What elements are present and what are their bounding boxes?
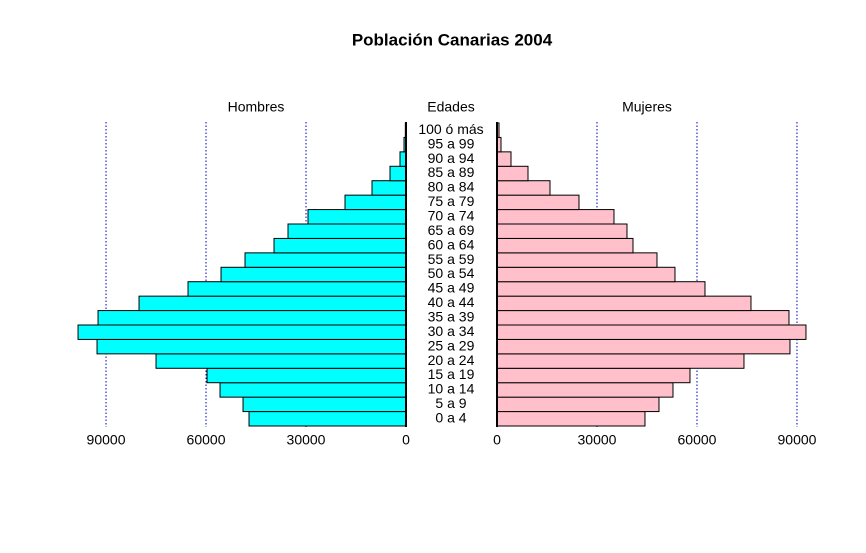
bar	[496, 382, 674, 398]
bar	[287, 223, 407, 239]
bar	[496, 396, 660, 413]
bar	[219, 382, 407, 398]
bar	[248, 411, 407, 427]
category-label: 90 a 94	[428, 150, 475, 166]
category-label: 80 a 84	[428, 179, 475, 195]
bar	[496, 209, 615, 225]
bar	[96, 338, 407, 355]
category-label: 100 ó más	[418, 121, 483, 137]
x-tick-label: 90000	[778, 432, 817, 448]
bar	[97, 310, 407, 326]
bar	[206, 367, 407, 384]
chart-title: Población Canarias 2004	[352, 30, 553, 49]
bar	[187, 281, 407, 297]
x-tick-label: 0	[493, 432, 501, 448]
bar	[496, 180, 551, 196]
category-label: 75 a 79	[428, 193, 475, 209]
bar	[496, 223, 628, 239]
category-label: 65 a 69	[428, 222, 475, 238]
category-label: 15 a 19	[428, 366, 475, 382]
bar	[273, 237, 407, 254]
bar	[496, 252, 658, 268]
panel-label: Mujeres	[622, 99, 672, 115]
bar	[496, 324, 807, 340]
category-label: 40 a 44	[428, 294, 475, 310]
bar	[344, 194, 407, 211]
category-label: 45 a 49	[428, 280, 475, 296]
x-tick-label: 60000	[187, 432, 226, 448]
category-label: 55 a 59	[428, 251, 475, 267]
panel-label: Hombres	[228, 99, 285, 115]
bar	[244, 252, 407, 268]
bar	[77, 324, 407, 340]
category-label: 10 a 14	[428, 381, 475, 397]
bar	[155, 353, 407, 369]
bar	[242, 396, 407, 413]
category-label: 20 a 24	[428, 352, 475, 368]
bar	[496, 295, 752, 312]
bar	[496, 338, 791, 355]
category-label: 70 a 74	[428, 207, 475, 223]
bar	[496, 353, 745, 369]
bar	[307, 209, 407, 225]
x-tick-label: 90000	[87, 432, 126, 448]
bar	[496, 310, 790, 326]
bar	[496, 194, 580, 211]
x-tick-label: 30000	[578, 432, 617, 448]
category-label: 60 a 64	[428, 236, 475, 252]
category-label: 30 a 34	[428, 323, 475, 339]
center-label: Edades	[427, 99, 474, 115]
bar	[138, 295, 407, 312]
bar	[496, 367, 691, 384]
x-tick-label: 30000	[287, 432, 326, 448]
category-label: 95 a 99	[428, 135, 475, 151]
category-label: 50 a 54	[428, 265, 475, 281]
bar	[389, 165, 407, 182]
category-label: 25 a 29	[428, 337, 475, 353]
bar	[496, 151, 512, 167]
x-tick-label: 0	[402, 432, 410, 448]
x-tick-label: 60000	[678, 432, 717, 448]
bar	[496, 411, 646, 427]
bar	[496, 165, 529, 182]
bar	[496, 281, 706, 297]
bar	[496, 266, 676, 283]
bar	[371, 180, 407, 196]
category-label: 85 a 89	[428, 164, 475, 180]
category-label: 35 a 39	[428, 308, 475, 324]
category-label: 5 a 9	[435, 395, 466, 411]
bar	[496, 237, 634, 254]
bar	[220, 266, 407, 283]
category-label: 0 a 4	[435, 409, 466, 425]
